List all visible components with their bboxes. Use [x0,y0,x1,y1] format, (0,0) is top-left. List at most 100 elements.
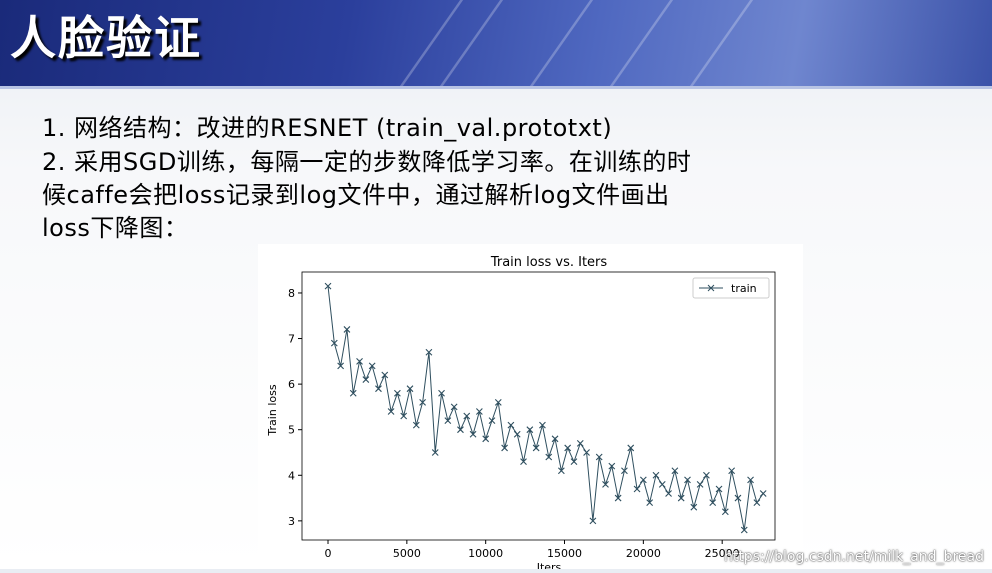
point-marker [387,408,395,415]
text-line: 2. 采用SGD训练，每隔一定的步数降低学习率。在训练的时 [42,148,692,176]
point-marker [703,471,710,479]
point-marker [349,389,357,397]
point-marker [621,467,628,475]
y-tick-label: 4 [288,469,295,482]
point-marker [614,494,622,502]
y-tick-label: 3 [288,515,295,528]
x-tick-label: 5000 [393,547,421,560]
point-marker [734,494,742,502]
point-marker [677,494,685,502]
point-marker [475,408,483,415]
point-marker [457,426,464,434]
text-line: loss下降图： [42,214,189,242]
point-marker [715,485,723,493]
point-marker [684,476,691,484]
point-marker [419,398,427,406]
point-marker [557,467,565,475]
text-line: 1. 网络结构：改进的RESNET (train_val.prototxt) [42,114,613,142]
point-marker [400,412,408,420]
x-tick-label: 20000 [626,547,661,560]
point-marker [356,357,363,365]
point-marker [753,499,761,507]
point-marker [551,435,559,443]
x-tick-label: 15000 [547,547,582,560]
point-marker [330,339,338,347]
header: 人脸验证 [0,0,992,89]
point-marker [520,458,527,465]
series-line [327,286,764,531]
x-axis-label: Iters [537,561,562,569]
point-marker [343,326,351,333]
watermark: https://blog.csdn.net/milk_and_bread [723,549,984,565]
point-marker [747,476,754,484]
chart-image: Train loss vs. Iters Train loss Iters 3 4… [258,244,803,573]
point-marker [532,444,540,452]
legend-marker [707,284,715,292]
legend-label: train [731,282,757,295]
point-marker [463,412,471,420]
point-marker [595,453,603,461]
y-axis-label: Train loss [266,384,279,436]
point-marker [368,362,376,370]
text-line: 候caffe会把loss记录到log文件中，通过解析log文件画出 [42,181,670,209]
point-marker [608,462,616,470]
chart: Train loss vs. Iters Train loss Iters 3 4… [266,255,776,573]
point-marker [438,389,445,397]
point-marker [627,444,635,452]
y-tick-label: 6 [288,378,295,391]
y-tick-label: 7 [288,333,295,346]
point-marker [431,449,439,456]
point-marker [494,398,502,406]
point-marker [444,417,452,424]
point-marker [759,490,767,497]
point-marker [639,476,647,484]
point-marker [513,430,521,438]
x-tick-label: 25000 [705,547,740,560]
point-marker [665,490,672,497]
point-marker [576,439,584,447]
point-marker [362,376,370,383]
point-marker [507,421,515,429]
point-marker [589,517,597,525]
point-marker [740,526,748,534]
point-marker [425,348,433,356]
point-marker [469,430,477,438]
point-marker [728,467,736,475]
plot-frame [301,271,776,541]
point-marker [482,435,490,443]
slide-title: 人脸验证 [10,11,202,65]
point-marker [406,385,414,393]
point-marker [633,485,641,493]
point-marker [375,385,382,393]
point-marker [381,371,389,379]
point-marker [570,458,578,465]
point-marker [501,444,508,452]
point-marker [337,362,345,370]
point-marker [709,499,717,507]
point-marker [652,471,660,479]
point-marker [721,508,729,516]
point-marker [658,481,666,488]
y-tick-label: 8 [288,287,295,300]
point-marker [690,503,698,511]
point-marker [564,444,572,452]
point-marker [583,449,590,456]
point-marker [696,481,704,488]
point-marker [412,421,420,429]
point-marker [671,467,679,475]
x-tick-label: 0 [325,547,332,560]
point-marker [393,389,401,397]
x-tick-label: 10000 [468,547,503,560]
point-marker [488,417,496,424]
point-marker [450,403,458,411]
chart-title: Train loss vs. Iters [490,255,608,270]
point-marker [526,426,534,434]
y-tick-label: 5 [288,424,295,437]
point-marker [324,282,332,290]
point-marker [646,499,654,507]
point-marker [539,421,546,429]
point-marker [545,453,553,461]
point-marker [602,481,609,488]
legend-box [692,277,770,299]
